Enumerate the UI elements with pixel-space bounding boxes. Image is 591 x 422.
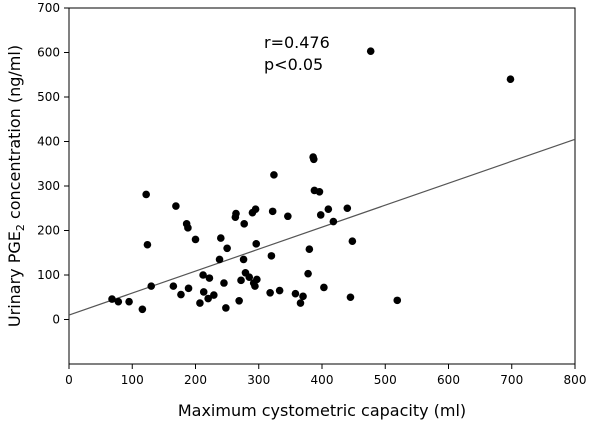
data-point: [304, 269, 312, 278]
data-point: [220, 279, 228, 287]
x-tick-label: 200: [184, 373, 207, 387]
data-point: [223, 244, 231, 253]
data-point: [346, 293, 355, 302]
x-tick-label: 600: [437, 373, 460, 387]
x-tick-label: 300: [247, 373, 270, 387]
x-tick-label: 800: [564, 373, 587, 387]
data-point: [296, 299, 305, 307]
y-tick-label: 200: [37, 224, 60, 238]
x-tick-label: 500: [374, 373, 397, 387]
y-axis-title-pre: Urinary PGE: [5, 231, 24, 327]
y-tick-label: 600: [37, 46, 60, 60]
data-point: [275, 286, 284, 295]
y-tick-label: 0: [52, 313, 60, 327]
data-point: [315, 187, 324, 196]
data-point: [142, 190, 150, 199]
p-value-annotation: p<0.05: [264, 55, 323, 74]
data-point: [305, 245, 314, 253]
data-point: [114, 297, 123, 306]
data-point: [245, 273, 254, 282]
data-point: [205, 274, 214, 282]
y-axis-title: Urinary PGE2 concentration (ng/ml): [5, 45, 27, 327]
data-point: [172, 202, 180, 210]
data-point: [299, 292, 307, 301]
data-point: [251, 205, 260, 213]
y-tick-label: 500: [37, 90, 60, 104]
data-point: [251, 282, 259, 290]
data-point: [240, 220, 249, 228]
data-point: [169, 282, 178, 290]
y-tick-label: 700: [37, 1, 60, 15]
x-tick-label: 100: [121, 373, 144, 387]
data-point: [147, 282, 156, 290]
data-point: [268, 207, 277, 216]
data-point: [239, 255, 248, 264]
data-point: [309, 155, 318, 164]
data-point: [222, 304, 230, 312]
data-point: [267, 252, 276, 260]
data-point: [184, 284, 193, 293]
r-value-annotation: r=0.476: [264, 33, 330, 52]
data-point: [266, 289, 274, 297]
y-tick-label: 300: [37, 179, 60, 193]
data-point: [232, 209, 240, 218]
data-point: [199, 271, 207, 279]
data-point: [196, 299, 204, 307]
data-point: [191, 235, 200, 244]
data-point: [270, 171, 278, 179]
data-point: [108, 295, 116, 303]
data-point: [284, 212, 292, 221]
y-tick-label: 100: [37, 268, 60, 282]
data-point: [253, 275, 261, 284]
data-point: [235, 297, 243, 305]
y-axis: 0 100 200 300 400 500 600 700: [37, 1, 69, 327]
data-point: [506, 75, 515, 83]
data-point: [329, 217, 338, 226]
x-tick-label: 400: [311, 373, 334, 387]
data-point: [199, 288, 208, 296]
data-point: [324, 205, 333, 213]
data-point: [210, 291, 218, 299]
data-point: [252, 240, 261, 248]
data-point: [125, 297, 133, 306]
data-point: [215, 255, 224, 264]
x-axis-title: Maximum cystometric capacity (ml): [178, 401, 466, 420]
data-point: [204, 294, 212, 303]
data-point: [393, 296, 402, 305]
y-axis-title-subscript: 2: [14, 224, 27, 231]
y-axis-title-post: concentration (ng/ml): [5, 45, 24, 224]
x-axis: 0 100 200 300 400 500 600 700 800: [65, 364, 586, 387]
y-tick-label: 400: [37, 135, 60, 149]
data-point: [343, 204, 352, 213]
data-points: [108, 47, 515, 314]
data-point: [291, 289, 300, 298]
data-point: [320, 283, 328, 292]
data-point: [184, 224, 192, 232]
data-point: [237, 276, 245, 285]
data-point: [217, 234, 225, 242]
x-tick-label: 700: [500, 373, 523, 387]
data-point: [348, 237, 357, 245]
x-tick-label: 0: [65, 373, 73, 387]
data-point: [177, 290, 185, 299]
data-point: [138, 305, 147, 314]
data-point: [143, 240, 152, 249]
data-point: [366, 47, 375, 55]
data-point: [316, 211, 325, 219]
